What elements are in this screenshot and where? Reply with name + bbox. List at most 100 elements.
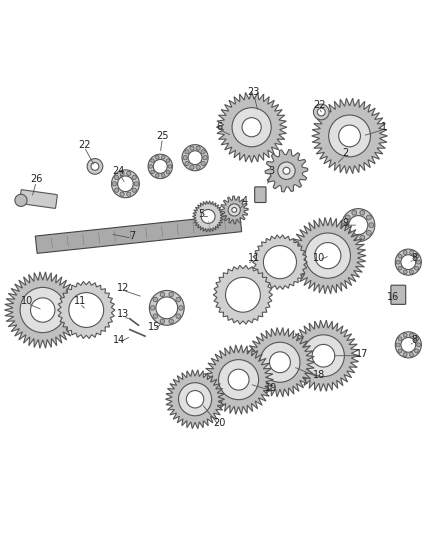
Circle shape [303,335,344,377]
Circle shape [349,215,368,235]
Circle shape [219,360,258,400]
Text: 12: 12 [117,283,130,293]
Circle shape [153,159,167,173]
Circle shape [196,165,200,169]
Circle shape [396,343,400,347]
Text: 15: 15 [148,322,160,333]
Circle shape [283,167,290,174]
Text: 11: 11 [74,296,86,306]
Circle shape [398,349,402,353]
Circle shape [114,175,119,180]
Polygon shape [290,217,366,294]
Polygon shape [4,272,81,348]
Text: 24: 24 [113,166,125,176]
Circle shape [166,159,170,163]
Text: 16: 16 [387,292,399,302]
Circle shape [401,255,416,270]
Text: 14: 14 [113,335,125,345]
Text: 26: 26 [30,174,42,184]
Circle shape [228,369,249,390]
Circle shape [203,156,207,160]
Circle shape [415,254,419,258]
Polygon shape [220,196,248,224]
Polygon shape [213,265,272,324]
Text: 1: 1 [381,122,388,132]
Circle shape [160,292,165,297]
Circle shape [166,170,170,174]
Circle shape [161,174,165,177]
Circle shape [153,314,158,318]
Circle shape [127,192,131,196]
Text: 23: 23 [247,87,260,98]
Circle shape [153,297,158,302]
Circle shape [183,156,187,160]
Circle shape [278,162,295,180]
Text: 4: 4 [242,196,248,206]
Circle shape [132,188,136,192]
Circle shape [263,246,297,279]
Circle shape [345,215,350,220]
Circle shape [403,251,407,254]
Polygon shape [204,345,273,414]
Text: 18: 18 [313,370,325,381]
Circle shape [20,287,65,333]
Circle shape [31,298,55,322]
Circle shape [352,235,357,240]
Text: 20: 20 [213,418,225,428]
Polygon shape [166,370,225,429]
Circle shape [117,176,133,192]
Circle shape [410,353,413,357]
Circle shape [201,209,215,223]
FancyBboxPatch shape [254,187,266,203]
Circle shape [112,170,139,198]
Circle shape [410,251,413,254]
Circle shape [403,353,407,357]
Circle shape [312,344,335,367]
Circle shape [345,230,350,235]
Circle shape [342,208,375,241]
Circle shape [260,342,300,382]
Circle shape [149,165,152,168]
Circle shape [360,211,365,215]
Circle shape [168,165,172,168]
Circle shape [403,333,407,337]
Circle shape [91,163,99,171]
Circle shape [398,266,402,270]
Circle shape [134,182,138,186]
Text: 6: 6 [216,122,222,132]
Circle shape [417,260,420,264]
Polygon shape [192,201,224,232]
Polygon shape [245,328,315,397]
Circle shape [69,293,104,327]
Circle shape [120,192,124,196]
Circle shape [403,270,407,274]
Circle shape [226,277,260,312]
Circle shape [127,171,131,175]
Circle shape [201,161,205,166]
Circle shape [169,292,173,297]
Text: 22: 22 [78,140,90,150]
Circle shape [190,146,194,150]
Polygon shape [288,320,359,391]
Circle shape [314,104,329,120]
Text: 10: 10 [21,296,34,306]
Text: 19: 19 [265,383,277,393]
Circle shape [232,108,271,147]
Text: 10: 10 [313,253,325,263]
Circle shape [132,175,136,180]
Circle shape [156,297,178,319]
Circle shape [160,319,165,324]
Text: 3: 3 [268,166,274,176]
Circle shape [228,204,240,216]
Text: 2: 2 [342,148,348,158]
Text: 9: 9 [342,218,348,228]
Circle shape [395,249,421,275]
Circle shape [305,233,350,278]
Circle shape [176,297,180,302]
Circle shape [315,243,341,269]
Circle shape [352,211,357,215]
Circle shape [328,115,371,157]
Circle shape [150,305,155,310]
Circle shape [149,290,184,325]
Circle shape [169,319,173,324]
